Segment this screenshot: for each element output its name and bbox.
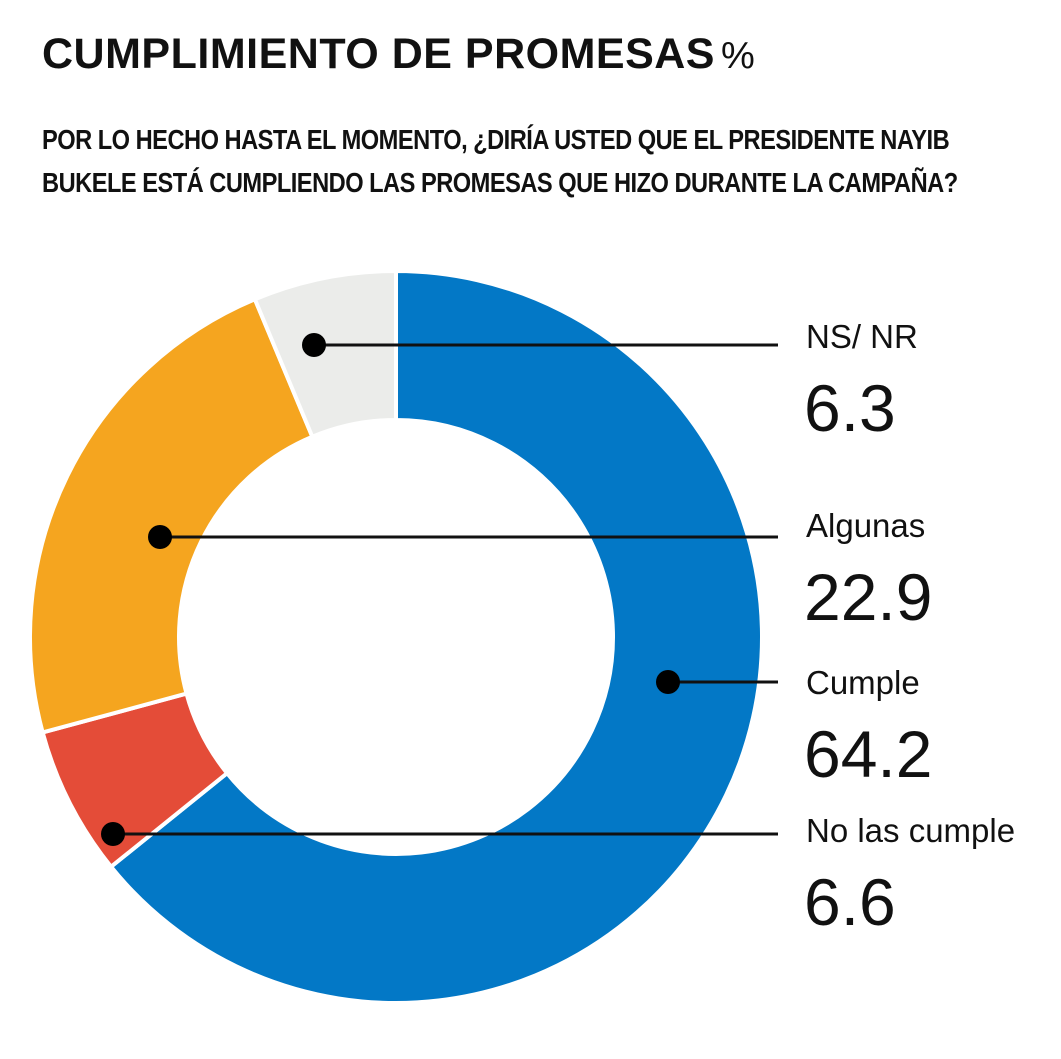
chart-subtitle: POR LO HECHO HASTA EL MOMENTO, ¿DIRÍA US… (42, 118, 1022, 204)
slice-label-algunas: Algunas (806, 507, 926, 544)
slice-label-no-las-cumple: No las cumple (806, 812, 1016, 849)
leader-lines (101, 333, 778, 846)
leader-dot-no-las-cumple (101, 822, 125, 846)
chart-title-unit: % (720, 35, 756, 77)
chart-title-text: CUMPLIMIENTO DE PROMESAS (42, 30, 715, 78)
slice-value-cumple: 64.2 (804, 717, 933, 791)
slice-value-algunas: 22.9 (804, 560, 933, 634)
slice-label-cumple: Cumple (806, 664, 920, 701)
slice-algunas (28, 296, 315, 735)
leader-dot-ns-nr (302, 333, 326, 357)
slice-label-ns-nr: NS/ NR (806, 318, 918, 355)
slice-cumple (108, 268, 764, 1005)
slice-ns-nr (252, 268, 398, 440)
chart-subtitle-line-2: BUKELE ESTÁ CUMPLIENDO LAS PROMESAS QUE … (42, 167, 958, 198)
slice-value-ns-nr: 6.3 (804, 371, 896, 445)
leader-dot-algunas (148, 525, 172, 549)
chart-subtitle-line-1: POR LO HECHO HASTA EL MOMENTO, ¿DIRÍA US… (42, 124, 950, 155)
leader-dot-cumple (656, 670, 680, 694)
donut-slices (28, 268, 764, 1005)
slice-value-no-las-cumple: 6.6 (804, 865, 896, 939)
chart-title: CUMPLIMIENTO DE PROMESAS% (42, 30, 755, 79)
